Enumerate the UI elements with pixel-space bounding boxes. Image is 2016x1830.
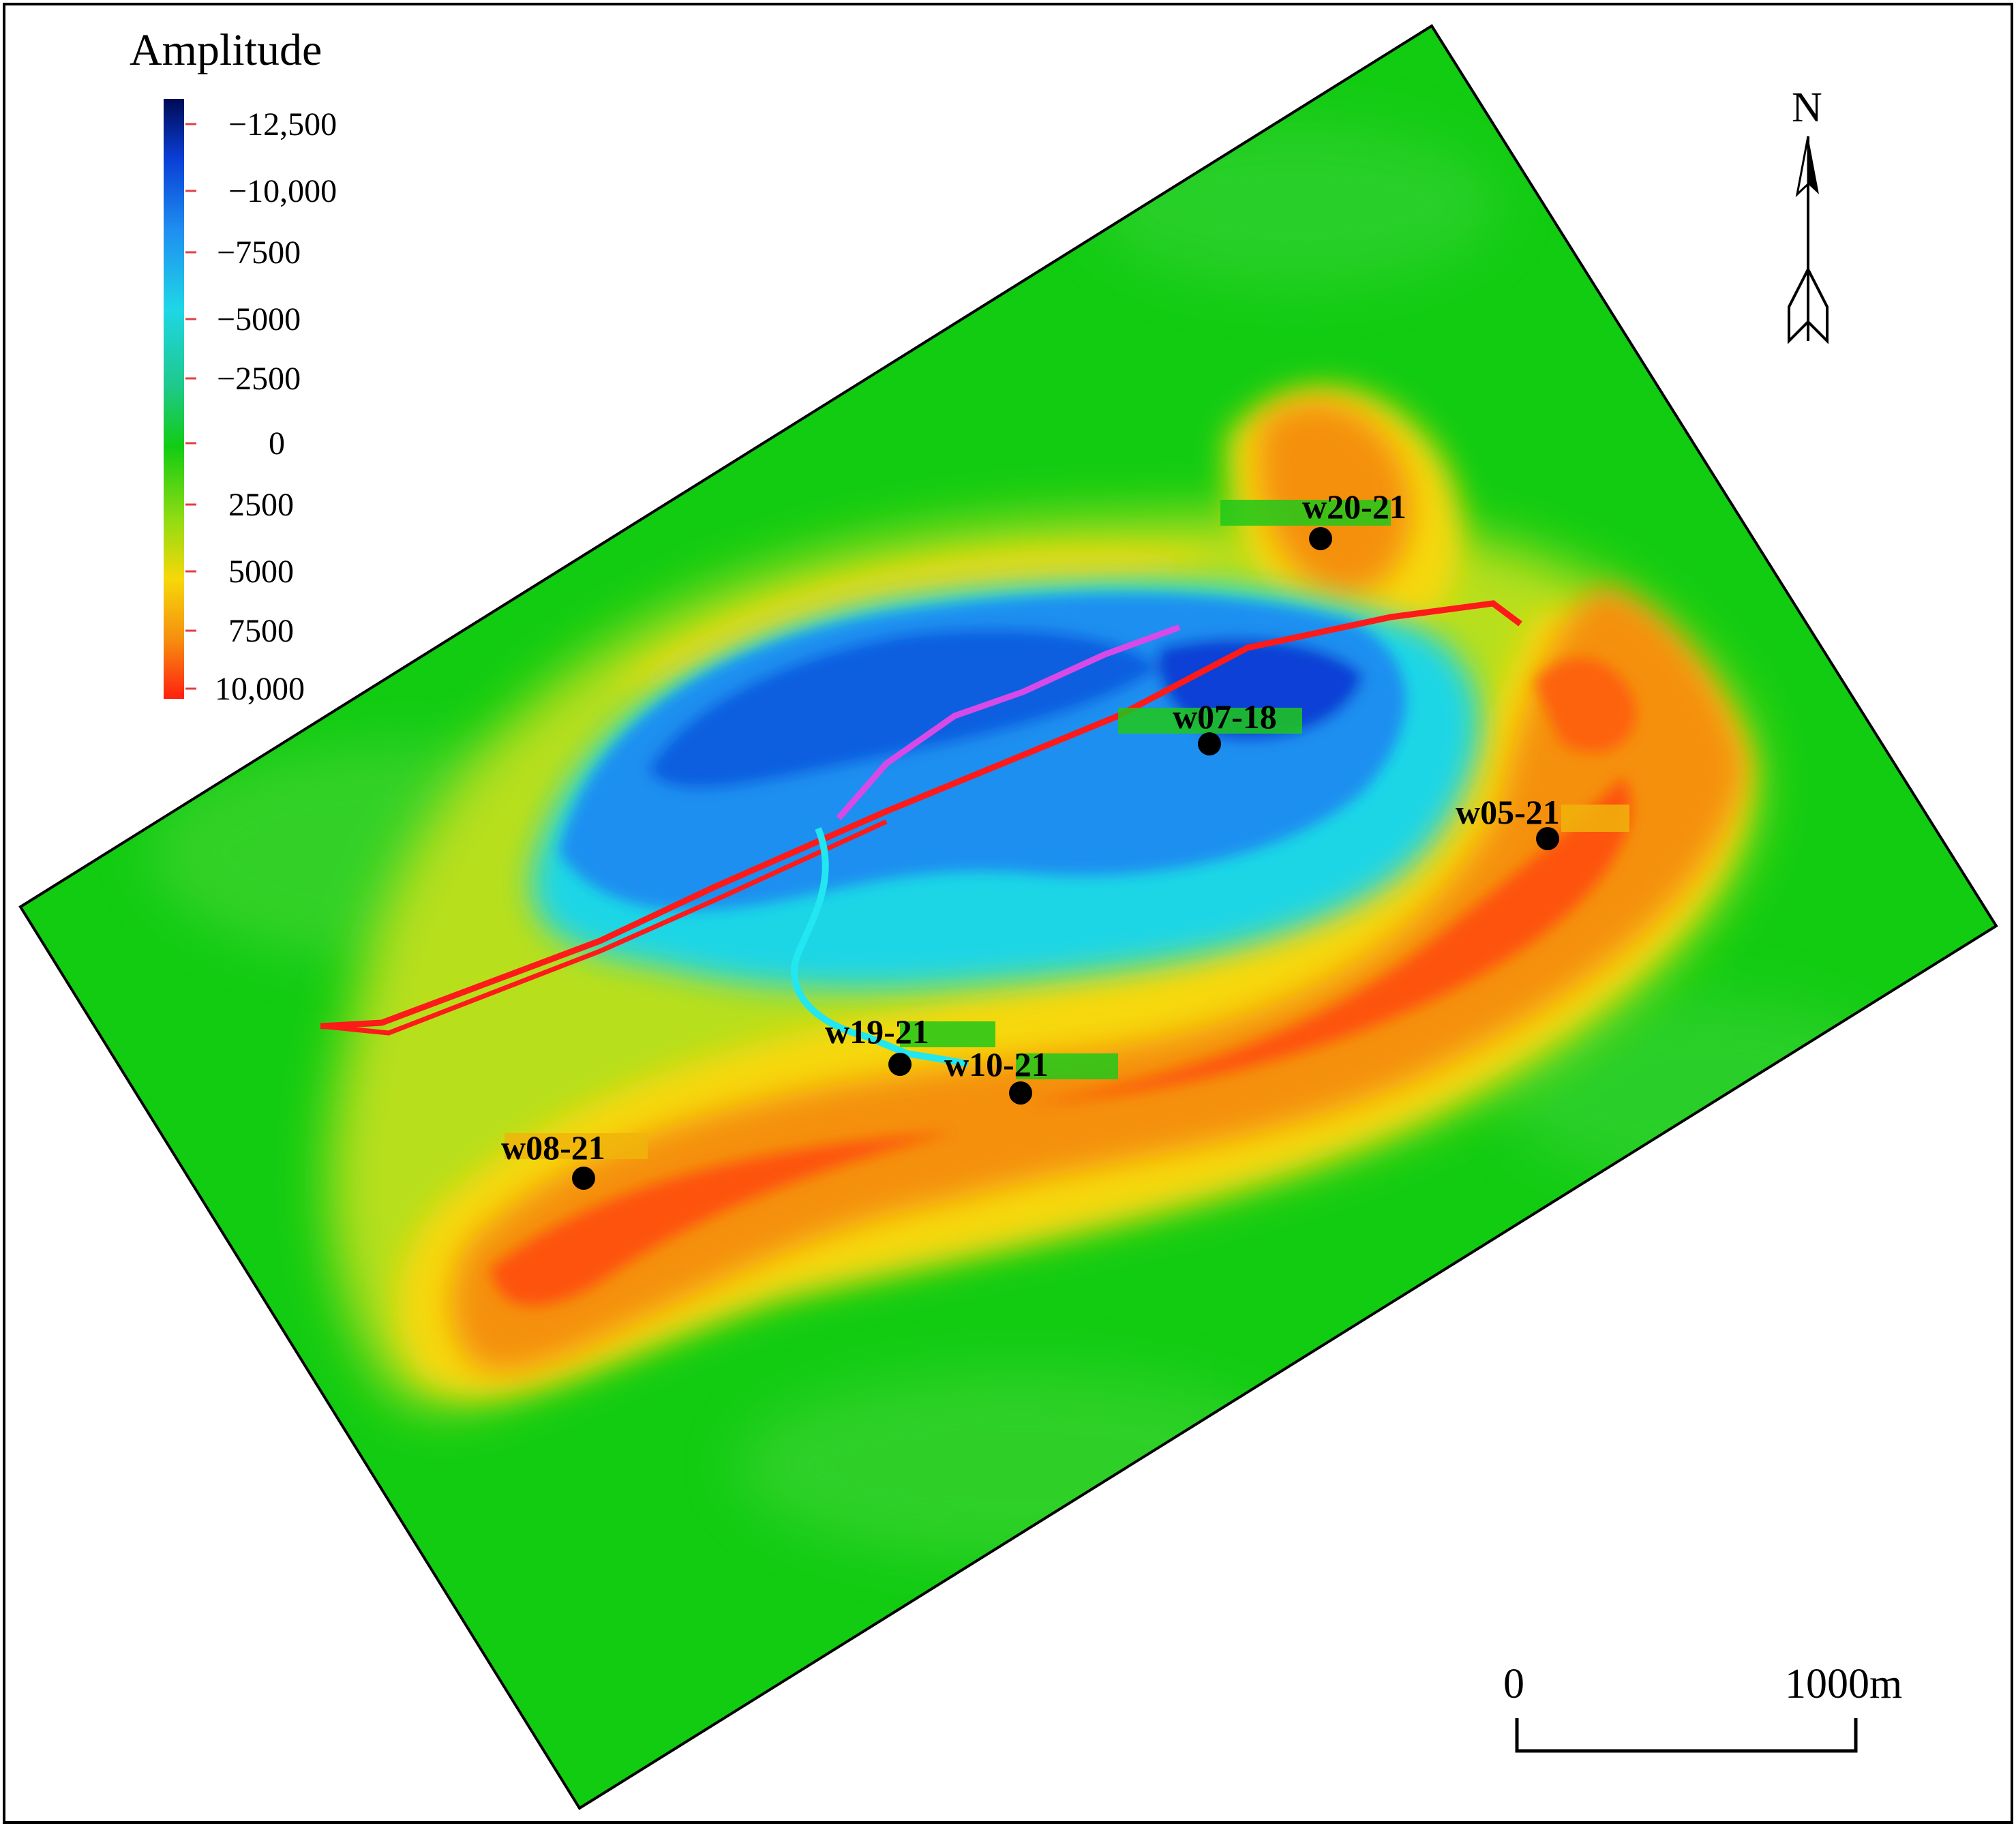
well-label-highlight bbox=[1016, 1053, 1118, 1079]
north-arrow-tail-icon bbox=[1788, 266, 1829, 344]
scale-bar-line bbox=[1515, 1718, 1858, 1753]
legend-tick-label: −12,500 bbox=[228, 106, 337, 142]
fault-line-red-secondary bbox=[320, 819, 888, 1036]
legend-tick-label: −5000 bbox=[217, 301, 301, 338]
scale-bar-end-label: 1000m bbox=[1785, 1661, 1902, 1707]
survey-outline bbox=[18, 24, 1998, 1810]
well-label-highlight bbox=[1118, 708, 1302, 734]
north-arrow-head-icon bbox=[1808, 136, 1819, 194]
legend-tick-label: 2500 bbox=[228, 487, 294, 523]
well-label: w05-21 bbox=[1456, 793, 1560, 831]
well-label: w08-21 bbox=[501, 1128, 605, 1167]
legend-tick-label: 10,000 bbox=[215, 671, 305, 707]
well-label: w10-21 bbox=[944, 1045, 1049, 1083]
channel-line-cyan bbox=[791, 827, 969, 1067]
north-arrow: N bbox=[1788, 85, 1829, 344]
legend-ticks: −12,500 −10,000 −7500 −5000 −2500 0 2500 5000 75… bbox=[185, 106, 337, 707]
well-marker-icon bbox=[1009, 1081, 1032, 1105]
legend-tick-label: 0 bbox=[269, 425, 285, 462]
figure-frame bbox=[3, 3, 2013, 1824]
scale-bar-start-label: 0 bbox=[1503, 1661, 1524, 1707]
well-marker-icon bbox=[1198, 732, 1221, 755]
well-marker-icon bbox=[1309, 527, 1332, 550]
legend-tick-label: 7500 bbox=[228, 613, 294, 649]
well-label: w07-18 bbox=[1173, 698, 1277, 736]
legend-tick-label: −10,000 bbox=[228, 173, 337, 209]
well-marker-icon bbox=[572, 1167, 595, 1190]
legend-tick-label: −7500 bbox=[217, 235, 301, 271]
well-label: w19-21 bbox=[825, 1012, 929, 1051]
well-marker-icon bbox=[1536, 827, 1559, 850]
well-marker-icon bbox=[888, 1053, 912, 1076]
well-label: w20-21 bbox=[1302, 487, 1406, 526]
legend-colorbar bbox=[164, 99, 184, 699]
north-arrow-head-outline-icon bbox=[1795, 136, 1809, 198]
well-label-highlight bbox=[1220, 500, 1391, 526]
amplitude-core-red bbox=[491, 658, 1636, 1306]
wells-layer: w20-21 w07-18 w05-21 w19-21 w10-21 w08-21 bbox=[501, 487, 1629, 1190]
fault-line-red bbox=[320, 600, 1522, 1030]
legend-tick-label: −2500 bbox=[217, 361, 301, 397]
well-label-highlight bbox=[1561, 805, 1629, 832]
legend-tick-label: 5000 bbox=[228, 554, 294, 590]
well-label-highlight bbox=[505, 1133, 648, 1159]
channel-line-magenta bbox=[836, 624, 1181, 820]
well-label-highlight bbox=[900, 1021, 995, 1047]
amplitude-legend: Amplitude −12,500 −10,000 −7500 −5000 −2500 0… bbox=[130, 25, 337, 707]
north-label: N bbox=[1792, 85, 1822, 131]
legend-title: Amplitude bbox=[130, 25, 322, 75]
scale-bar: 0 1000m bbox=[1503, 1661, 1902, 1753]
